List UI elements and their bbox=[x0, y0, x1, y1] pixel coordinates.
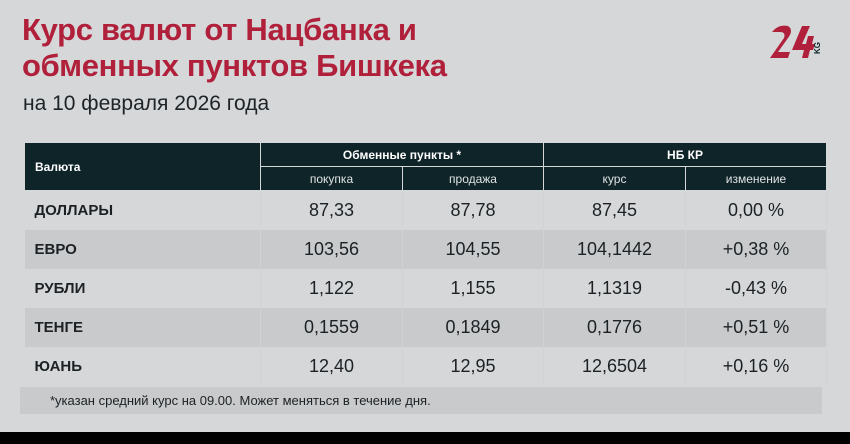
page-subtitle: на 10 февраля 2026 года bbox=[23, 92, 270, 115]
table-row: ЕВРО 103,56 104,55 104,1442 +0,38 % bbox=[24, 230, 828, 269]
cell-sell: 1,155 bbox=[402, 269, 545, 308]
header-rate: курс bbox=[543, 166, 687, 191]
cell-sell: 104,55 bbox=[402, 230, 545, 269]
cell-name: ЕВРО bbox=[24, 230, 261, 269]
cell-name: ДОЛЛАРЫ bbox=[24, 190, 261, 230]
bottom-bar bbox=[0, 432, 850, 444]
cell-buy: 12,40 bbox=[260, 347, 403, 386]
cell-rate: 87,45 bbox=[543, 190, 687, 230]
cell-change: +0,38 % bbox=[685, 230, 828, 269]
cell-rate: 1,1319 bbox=[543, 269, 687, 308]
cell-buy: 87,33 bbox=[260, 190, 403, 230]
table-row: РУБЛИ 1,122 1,155 1,1319 -0,43 % bbox=[24, 269, 828, 308]
header-sell: продажа bbox=[401, 166, 545, 191]
header-currency: Валюта bbox=[24, 142, 261, 191]
currency-table: Валюта Обменные пункты * НБ КР покупка п… bbox=[24, 142, 828, 386]
header-exchange-points: Обменные пункты * bbox=[259, 142, 545, 167]
cell-sell: 87,78 bbox=[402, 190, 545, 230]
cell-rate: 0,1776 bbox=[543, 308, 687, 347]
cell-sell: 0,1849 bbox=[402, 308, 545, 347]
page-title: Курс валют от Нацбанка и обменных пунктов… bbox=[22, 12, 447, 84]
cell-name: ЮАНЬ bbox=[24, 347, 261, 386]
cell-sell: 12,95 bbox=[402, 347, 545, 386]
table-row: ЮАНЬ 12,40 12,95 12,6504 +0,16 % bbox=[24, 347, 828, 386]
24kg-logo: KG bbox=[770, 25, 822, 59]
cell-change: +0,51 % bbox=[685, 308, 828, 347]
cell-change: 0,00 % bbox=[685, 190, 828, 230]
cell-buy: 103,56 bbox=[260, 230, 403, 269]
table-row: ТЕНГЕ 0,1559 0,1849 0,1776 +0,51 % bbox=[24, 308, 828, 347]
svg-text:KG: KG bbox=[813, 42, 822, 54]
cell-buy: 0,1559 bbox=[260, 308, 403, 347]
header-buy: покупка bbox=[260, 166, 403, 191]
cell-change: -0,43 % bbox=[685, 269, 828, 308]
cell-rate: 104,1442 bbox=[543, 230, 687, 269]
table-row: ДОЛЛАРЫ 87,33 87,78 87,45 0,00 % bbox=[24, 190, 828, 230]
title-line-2: обменных пунктов Бишкека bbox=[22, 48, 447, 83]
cell-name: ТЕНГЕ bbox=[24, 308, 261, 347]
header-change: изменение bbox=[685, 166, 828, 191]
cell-rate: 12,6504 bbox=[543, 347, 687, 386]
header-nbkr: НБ КР bbox=[543, 142, 828, 167]
footnote: *указан средний курс на 09.00. Может мен… bbox=[20, 387, 822, 414]
cell-name: РУБЛИ bbox=[24, 269, 261, 308]
cell-buy: 1,122 bbox=[260, 269, 403, 308]
title-line-1: Курс валют от Нацбанка и bbox=[22, 12, 417, 47]
cell-change: +0,16 % bbox=[685, 347, 828, 386]
